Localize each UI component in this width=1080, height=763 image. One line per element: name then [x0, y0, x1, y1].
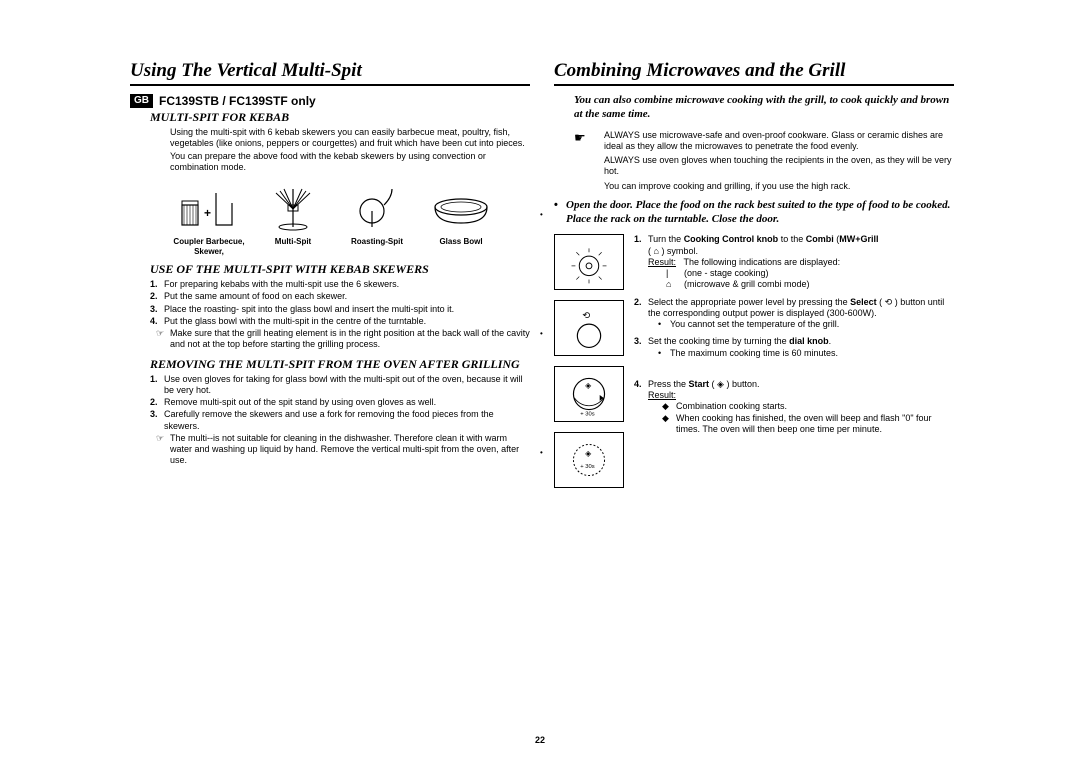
roastingspit-icon	[342, 183, 412, 233]
pointer-row: ALWAYS use oven gloves when touching the…	[604, 155, 954, 179]
note-icon: ☞	[150, 433, 170, 467]
open-door-bullet: • Open the door. Place the food on the r…	[554, 199, 954, 227]
note-icon: ☞	[150, 328, 170, 351]
part-label-3: Glass Bowl	[439, 237, 482, 247]
part-roastingspit: Roasting-Spit	[338, 183, 416, 256]
use-item: 2.Put the same amount of food on each sk…	[150, 291, 530, 302]
svg-text:⟲: ⟲	[582, 311, 591, 322]
para-1: Using the multi-spit with 6 kebab skewer…	[170, 127, 530, 150]
parts-row: + Coupler Barbecue, Skewer, Multi-Spit	[170, 183, 530, 256]
use-item: 4.Put the glass bowl with the multi-spit…	[150, 316, 530, 327]
use-note: ☞ Make sure that the grill heating eleme…	[150, 328, 530, 351]
para-2: You can prepare the above food with the …	[170, 151, 530, 174]
use-item: 3.Place the roasting- spit into the glas…	[150, 304, 530, 315]
step-1: 1. Turn the Cooking Control knob to the …	[634, 234, 954, 290]
part-coupler: + Coupler Barbecue, Skewer,	[170, 183, 248, 256]
step-4: 4. Press the Start ( ◈ ) button. Result:…	[634, 379, 954, 435]
svg-text:+ 30s: + 30s	[580, 464, 594, 470]
heading-kebab: MULTI-SPIT FOR KEBAB	[150, 110, 530, 125]
part-label-1: Multi-Spit	[275, 237, 311, 247]
heading-remove: REMOVING THE MULTI-SPIT FROM THE OVEN AF…	[150, 357, 530, 372]
step-3: 3. Set the cooking time by turning the d…	[634, 336, 954, 359]
use-list: 1.For preparing kebabs with the multi-sp…	[150, 279, 530, 327]
dial-column: ⟲ ◈ + 30s ◈ + 30s	[554, 234, 624, 488]
right-column: Combining Microwaves and the Grill You c…	[554, 60, 954, 680]
intro-text: You can also combine microwave cooking w…	[574, 94, 954, 122]
gb-tag: GB	[130, 94, 153, 108]
dial-time: ◈ + 30s	[554, 366, 624, 422]
remove-item: 1.Use oven gloves for taking for glass b…	[150, 374, 530, 397]
part-glassbowl: Glass Bowl	[422, 183, 500, 256]
pointer-icon: ☛	[574, 130, 604, 154]
coupler-icon: +	[174, 183, 244, 233]
remove-list: 1.Use oven gloves for taking for glass b…	[150, 374, 530, 432]
part-multispit: Multi-Spit	[254, 183, 332, 256]
svg-text:◈: ◈	[585, 381, 592, 390]
remove-item: 2.Remove multi-spit out of the spit stan…	[150, 397, 530, 408]
pointer-row: ☛ ALWAYS use microwave-safe and oven-pro…	[574, 130, 954, 154]
dial-select: ⟲	[554, 300, 624, 356]
svg-text:+ 30s: + 30s	[580, 412, 594, 418]
svg-text:◈: ◈	[585, 449, 592, 458]
pointer-row: You can improve cooking and grilling, if…	[604, 181, 954, 193]
dial-cooking-control	[554, 234, 624, 290]
model-line: FC139STB / FC139STF only	[159, 94, 316, 108]
part-label-2: Roasting-Spit	[351, 237, 403, 247]
left-title: Using The Vertical Multi-Spit	[130, 60, 530, 86]
svg-text:+: +	[204, 206, 211, 220]
steps-column: 1. Turn the Cooking Control knob to the …	[634, 234, 954, 488]
right-title: Combining Microwaves and the Grill	[554, 60, 954, 86]
dial-start: ◈ + 30s	[554, 432, 624, 488]
step-2: 2. Select the appropriate power level by…	[634, 297, 954, 331]
heading-use: USE OF THE MULTI-SPIT WITH KEBAB SKEWERS	[150, 262, 530, 277]
use-item: 1.For preparing kebabs with the multi-sp…	[150, 279, 530, 290]
part-label-0: Coupler Barbecue, Skewer,	[170, 237, 248, 256]
remove-note: ☞ The multi--is not suitable for cleanin…	[150, 433, 530, 467]
left-column: Using The Vertical Multi-Spit GB FC139ST…	[130, 60, 530, 680]
glassbowl-icon	[426, 183, 496, 233]
multispit-icon	[258, 183, 328, 233]
page-number: 22	[0, 735, 1080, 745]
remove-item: 3.Carefully remove the skewers and use a…	[150, 409, 530, 432]
